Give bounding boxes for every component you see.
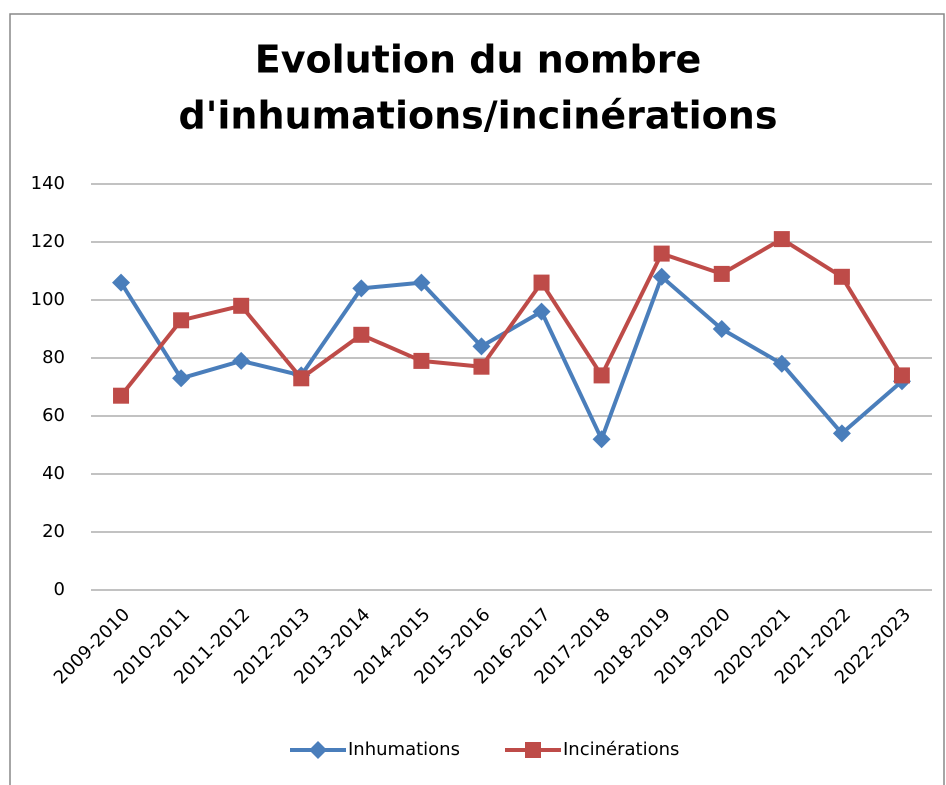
y-tick-label: 80 <box>42 347 65 368</box>
chart-title: Evolution du nombre <box>255 38 701 82</box>
marker <box>592 430 611 449</box>
marker <box>113 387 130 404</box>
y-tick-label: 40 <box>42 463 65 484</box>
marker <box>593 367 610 384</box>
y-tick-label: 120 <box>31 231 65 252</box>
marker <box>309 741 327 759</box>
y-tick-label: 60 <box>42 405 65 426</box>
series-line <box>119 237 904 397</box>
marker <box>653 245 670 262</box>
marker <box>112 273 131 292</box>
marker <box>713 265 730 282</box>
marker <box>525 742 541 758</box>
marker <box>652 267 671 286</box>
marker <box>533 274 550 291</box>
marker <box>173 312 190 329</box>
legend-label: Inhumations <box>348 739 460 760</box>
marker <box>412 273 431 292</box>
marker <box>712 320 731 338</box>
legend-label: Incinérations <box>563 739 679 760</box>
series-line <box>119 274 904 442</box>
y-tick-label: 20 <box>42 521 65 542</box>
y-tick-label: 100 <box>31 289 65 310</box>
marker <box>832 424 851 443</box>
marker <box>893 367 910 384</box>
marker <box>833 268 850 285</box>
marker <box>773 231 790 248</box>
marker <box>413 352 430 369</box>
marker <box>473 358 490 375</box>
chart-frame <box>9 13 945 785</box>
marker <box>293 370 310 387</box>
marker <box>472 337 491 356</box>
marker <box>772 354 791 373</box>
marker <box>232 351 251 370</box>
marker <box>172 369 191 388</box>
marker <box>352 279 371 298</box>
y-tick-label: 140 <box>31 173 65 194</box>
marker <box>353 326 370 343</box>
chart-title: d'inhumations/incinérations <box>179 94 778 138</box>
marker <box>532 302 551 321</box>
marker <box>233 297 250 314</box>
y-tick-label: 0 <box>54 579 65 600</box>
